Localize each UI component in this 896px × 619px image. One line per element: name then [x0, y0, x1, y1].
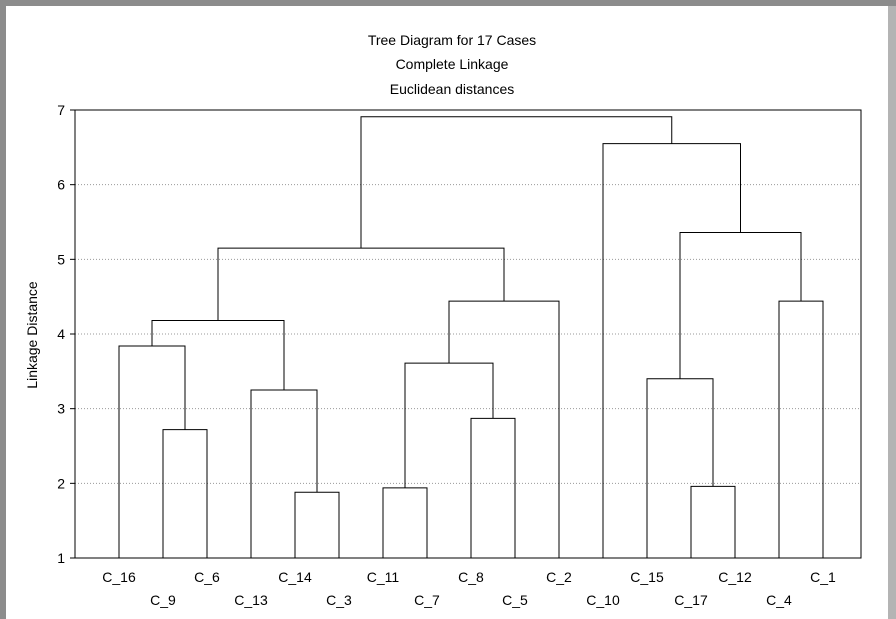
window-right-edge	[888, 6, 896, 619]
y-tick-label-2: 2	[57, 475, 65, 491]
y-axis-title: Linkage Distance	[24, 281, 40, 389]
chart-title: Tree Diagram for 17 Cases	[368, 32, 536, 48]
y-tick-label-1: 1	[57, 550, 65, 566]
chart-subtitle-linkage: Complete Linkage	[396, 56, 509, 72]
leaf-label-C_2: C_2	[546, 569, 572, 585]
merge-branch-m13	[778, 300, 824, 558]
leaf-labels: C_16 C_9 C_6 C_13 C_14 C_3 C_11 C_7 C_8 C_5 C_2 C_1…	[102, 569, 836, 608]
y-tick-label-7: 7	[57, 102, 65, 118]
merge-branch-m1	[162, 429, 208, 558]
y-tick-label-3: 3	[57, 401, 65, 417]
merge-branch-m9	[448, 300, 560, 558]
leaf-label-C_9: C_9	[150, 592, 176, 608]
leaf-label-C_10: C_10	[586, 592, 620, 608]
grid-lines	[75, 184, 861, 484]
y-tick-label-6: 6	[57, 177, 65, 193]
leaf-label-C_17: C_17	[674, 592, 708, 608]
dendrogram-branches	[118, 116, 824, 558]
y-axis-ticks: 1 2 3 4 5 6 7	[57, 102, 75, 566]
merge-branch-m4	[250, 389, 318, 558]
merge-branch-m11	[690, 485, 736, 558]
leaf-label-C_7: C_7	[414, 592, 440, 608]
merge-branch-m12	[646, 378, 714, 558]
leaf-label-C_16: C_16	[102, 569, 136, 585]
leaf-label-C_1: C_1	[810, 569, 836, 585]
merge-branch-m14	[679, 231, 802, 379]
merge-branch-m8	[404, 362, 494, 488]
leaf-label-C_8: C_8	[458, 569, 484, 585]
chart-subtitle-distance: Euclidean distances	[390, 81, 515, 97]
leaf-label-C_6: C_6	[194, 569, 220, 585]
merge-branch-m16	[360, 116, 673, 249]
leaf-label-C_4: C_4	[766, 592, 792, 608]
leaf-label-C_11: C_11	[367, 569, 400, 585]
leaf-label-C_14: C_14	[278, 569, 312, 585]
merge-branch-m15	[602, 143, 741, 558]
leaf-label-C_13: C_13	[234, 592, 268, 608]
y-tick-label-4: 4	[57, 326, 65, 342]
y-tick-label-5: 5	[57, 251, 65, 267]
leaf-label-C_5: C_5	[502, 592, 528, 608]
leaf-label-C_3: C_3	[326, 592, 352, 608]
merge-branch-m6	[382, 487, 428, 558]
merge-branch-m5	[151, 320, 285, 390]
merge-branch-m3	[294, 491, 340, 558]
leaf-label-C_15: C_15	[630, 569, 664, 585]
leaf-label-C_12: C_12	[718, 569, 752, 585]
merge-branch-m7	[470, 417, 516, 558]
merge-branch-m2	[118, 345, 186, 558]
